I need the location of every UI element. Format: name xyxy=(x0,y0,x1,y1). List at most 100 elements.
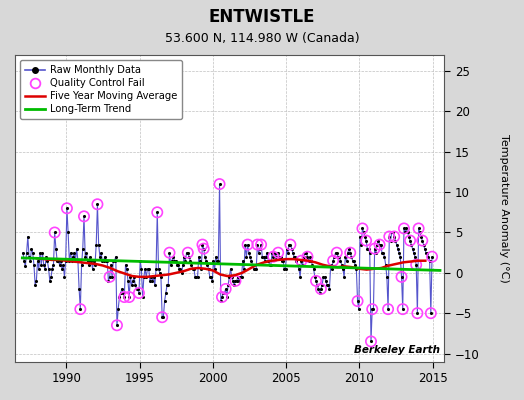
Point xyxy=(406,237,414,244)
Point xyxy=(309,266,318,272)
Point xyxy=(178,270,186,276)
Point xyxy=(61,258,70,264)
Point xyxy=(107,262,115,268)
Point xyxy=(316,286,325,292)
Point xyxy=(86,254,94,260)
Point xyxy=(165,250,173,256)
Point xyxy=(218,294,226,300)
Point xyxy=(126,274,135,280)
Point xyxy=(38,250,47,256)
Point xyxy=(269,254,278,260)
Point xyxy=(165,250,173,256)
Point xyxy=(260,258,269,264)
Point xyxy=(273,250,281,256)
Point xyxy=(215,181,224,187)
Point xyxy=(214,258,223,264)
Point xyxy=(181,258,190,264)
Point xyxy=(192,274,201,280)
Point xyxy=(53,258,61,264)
Point xyxy=(326,262,335,268)
Point xyxy=(231,278,239,284)
Point xyxy=(201,254,209,260)
Point xyxy=(96,254,104,260)
Point xyxy=(129,278,137,284)
Point xyxy=(64,229,72,236)
Point xyxy=(262,254,270,260)
Point xyxy=(313,282,321,288)
Point xyxy=(312,278,320,284)
Point xyxy=(241,241,249,248)
Point xyxy=(416,229,424,236)
Point xyxy=(384,306,392,312)
Point xyxy=(289,250,297,256)
Point xyxy=(406,237,414,244)
Point xyxy=(280,266,289,272)
Point xyxy=(76,306,84,312)
Point xyxy=(125,294,134,300)
Point xyxy=(303,254,312,260)
Point xyxy=(312,278,320,284)
Point xyxy=(413,310,422,316)
Point xyxy=(158,314,166,320)
Point xyxy=(163,282,171,288)
Point xyxy=(367,338,375,345)
Point xyxy=(302,250,310,256)
Point xyxy=(390,233,398,240)
Point xyxy=(79,246,87,252)
Point xyxy=(83,258,92,264)
Point xyxy=(161,290,170,296)
Point xyxy=(185,254,193,260)
Point xyxy=(290,254,298,260)
Point xyxy=(335,254,343,260)
Point xyxy=(39,262,48,268)
Point xyxy=(400,225,408,232)
Point xyxy=(101,254,109,260)
Point xyxy=(92,241,101,248)
Point xyxy=(427,310,435,316)
Point xyxy=(23,250,31,256)
Point xyxy=(120,294,128,300)
Point xyxy=(160,298,169,304)
Point xyxy=(258,254,267,260)
Point xyxy=(316,286,325,292)
Point xyxy=(144,266,152,272)
Point xyxy=(333,250,341,256)
Point xyxy=(104,278,113,284)
Point xyxy=(358,225,367,232)
Point xyxy=(346,250,354,256)
Point xyxy=(238,258,247,264)
Point xyxy=(74,258,82,264)
Point xyxy=(288,246,296,252)
Point xyxy=(63,205,71,212)
Point xyxy=(197,266,205,272)
Point xyxy=(355,306,363,312)
Point xyxy=(26,258,35,264)
Point xyxy=(198,241,206,248)
Point xyxy=(235,278,243,284)
Point xyxy=(52,246,60,252)
Point xyxy=(76,306,84,312)
Point xyxy=(414,225,423,232)
Point xyxy=(253,241,261,248)
Point xyxy=(183,250,192,256)
Point xyxy=(333,250,341,256)
Point xyxy=(135,290,143,296)
Point xyxy=(208,278,216,284)
Point xyxy=(219,290,227,296)
Point xyxy=(378,250,386,256)
Point xyxy=(255,250,263,256)
Point xyxy=(318,282,326,288)
Point xyxy=(85,262,93,268)
Point xyxy=(116,290,125,296)
Point xyxy=(274,250,282,256)
Point xyxy=(230,282,238,288)
Point xyxy=(187,262,195,268)
Point xyxy=(319,274,328,280)
Point xyxy=(58,266,66,272)
Point xyxy=(227,274,236,280)
Point xyxy=(391,237,400,244)
Point xyxy=(133,286,141,292)
Point xyxy=(348,258,357,264)
Point xyxy=(97,250,105,256)
Point xyxy=(190,266,198,272)
